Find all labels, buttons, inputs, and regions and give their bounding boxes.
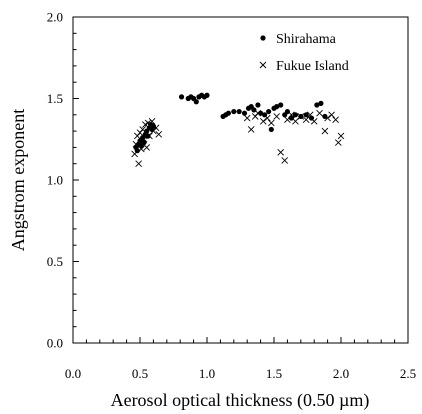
- data-point-fukue-island: [247, 126, 255, 133]
- data-point-shirahama: [292, 112, 299, 118]
- y-axis-title: Angstrom exponent: [8, 109, 28, 251]
- data-point-shirahama: [231, 108, 237, 115]
- x-tick-label: 1.0: [199, 366, 215, 381]
- legend-label-shirahama: Shirahama: [276, 32, 337, 47]
- y-tick-label: 1.5: [47, 91, 63, 106]
- data-point-shirahama: [236, 108, 242, 115]
- axis-ticks: [72, 16, 409, 344]
- data-point-fukue-island: [132, 140, 140, 148]
- data-point-fukue-island: [140, 135, 148, 143]
- data-point-fukue-island: [148, 118, 156, 125]
- data-point-shirahama: [255, 102, 261, 108]
- x-tick-label: 0.5: [132, 366, 148, 381]
- data-point-shirahama: [278, 102, 284, 108]
- data-point-fukue-island: [263, 114, 271, 122]
- data-point-shirahama: [193, 99, 199, 105]
- x-tick-label: 0.0: [65, 366, 81, 381]
- data-point-fukue-island: [277, 148, 285, 156]
- data-point-fukue-island: [273, 113, 280, 120]
- series-fukue-island: [131, 109, 345, 168]
- data-point-fukue-island: [337, 132, 345, 140]
- legend-label-fukue-island: Fukue Island: [276, 59, 349, 74]
- data-point-fukue-island: [152, 124, 160, 132]
- data-point-fukue-island: [254, 109, 262, 117]
- data-point-fukue-island: [135, 160, 142, 168]
- data-point-shirahama: [322, 113, 328, 120]
- data-point-fukue-island: [243, 114, 251, 122]
- data-point-fukue-island: [147, 122, 155, 130]
- data-point-fukue-island: [292, 118, 299, 125]
- data-point-fukue-island: [316, 109, 323, 117]
- legend-marker-shirahama: [260, 35, 266, 41]
- data-point-fukue-island: [259, 118, 267, 125]
- data-point-shirahama: [314, 102, 320, 108]
- y-tick-label: 1.0: [47, 173, 63, 188]
- data-point-shirahama: [178, 94, 185, 100]
- x-tick-label: 1.5: [266, 366, 282, 381]
- data-point-fukue-island: [155, 131, 163, 138]
- y-tick-label: 0.0: [47, 336, 63, 351]
- data-point-fukue-island: [302, 116, 310, 124]
- x-tick-label: 2.5: [400, 366, 416, 381]
- data-point-shirahama: [268, 126, 274, 133]
- data-point-fukue-island: [131, 150, 138, 158]
- data-point-fukue-island: [138, 145, 145, 153]
- data-point-fukue-island: [328, 111, 335, 119]
- data-point-shirahama: [141, 139, 147, 146]
- data-point-fukue-island: [332, 116, 339, 124]
- data-point-shirahama: [274, 104, 280, 110]
- data-point-fukue-island: [268, 119, 275, 127]
- data-point-shirahama: [150, 123, 156, 129]
- data-point-fukue-island: [335, 139, 342, 146]
- data-point-fukue-island: [297, 113, 305, 120]
- data-point-fukue-island: [143, 144, 151, 151]
- data-point-shirahama: [266, 108, 272, 115]
- data-point-shirahama: [284, 108, 290, 115]
- y-tick-label: 0.5: [47, 254, 63, 269]
- data-point-fukue-island: [321, 127, 329, 135]
- data-point-fukue-island: [324, 114, 331, 122]
- legend: Shirahama Fukue Island: [259, 32, 349, 74]
- data-points: [131, 92, 345, 168]
- y-tick-label: 2.0: [47, 10, 63, 25]
- data-point-shirahama: [251, 107, 257, 113]
- legend-marker-fukue-island: [259, 61, 267, 69]
- data-point-fukue-island: [281, 157, 289, 164]
- data-point-fukue-island: [288, 111, 295, 119]
- data-point-shirahama: [225, 110, 232, 116]
- data-point-shirahama: [241, 110, 248, 116]
- data-point-shirahama: [145, 133, 151, 139]
- data-point-shirahama: [318, 100, 324, 106]
- data-point-fukue-island: [310, 118, 318, 125]
- data-point-shirahama: [303, 112, 309, 118]
- data-point-fukue-island: [284, 116, 291, 124]
- x-tick-label: 2.0: [333, 366, 349, 381]
- data-point-fukue-island: [146, 132, 153, 140]
- data-point-fukue-island: [139, 126, 146, 133]
- data-point-shirahama: [204, 92, 210, 98]
- x-axis-title: Aerosol optical thickness (0.50 µm): [111, 390, 370, 411]
- tick-labels: 0.0 0.5 1.0 1.5 2.0 2.5 0.0 0.5 1.0 1.5 2.0: [47, 10, 416, 382]
- data-point-fukue-island: [306, 111, 314, 119]
